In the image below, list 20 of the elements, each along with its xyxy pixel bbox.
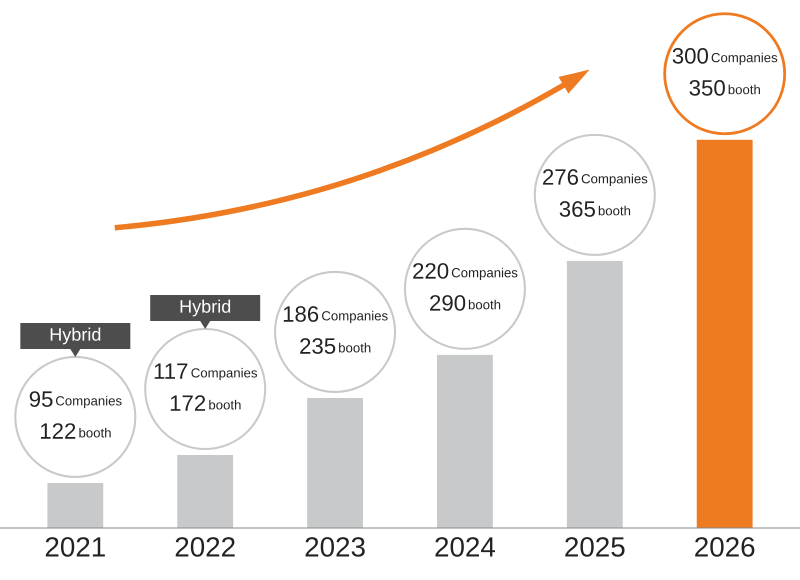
annotation: 122 booth — [40, 423, 111, 439]
x-tick-label: 2022 — [176, 537, 235, 557]
annotation: 235 booth — [300, 338, 370, 354]
x-tick-label: 2026 — [695, 537, 754, 557]
x-tick-label: 2021 — [46, 537, 105, 557]
text: 350 booth — [690, 80, 760, 96]
x-tick-label: 2025 — [565, 537, 625, 557]
bar — [566, 260, 623, 528]
bar — [437, 354, 493, 528]
bar — [177, 455, 234, 528]
bar — [696, 140, 753, 528]
annotation: 172 booth — [170, 395, 241, 411]
annotation: Hybrid — [180, 300, 230, 316]
annotation: 365 booth — [560, 201, 630, 217]
x-tick-label: 2024 — [435, 537, 496, 557]
annotation: 290 booth — [430, 295, 500, 311]
bar — [307, 398, 363, 528]
x-tick-label: 2023 — [306, 537, 365, 557]
annotation: Hybrid — [50, 328, 100, 344]
bar — [47, 482, 104, 528]
